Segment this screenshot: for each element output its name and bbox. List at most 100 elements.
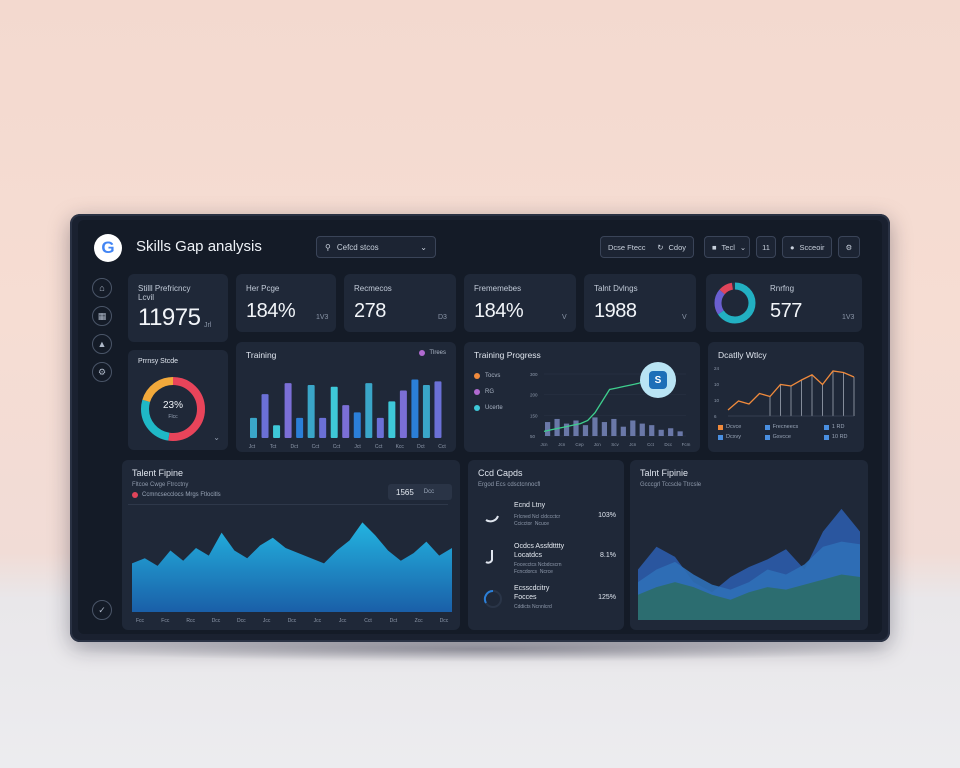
user-icon: ●	[790, 242, 795, 252]
y-tick-label: 50	[530, 434, 536, 439]
card-title: Ccd Capds	[478, 468, 523, 478]
date-filter-button[interactable]: Dcse Ftecc ↻ Cdoy	[600, 236, 694, 258]
kpi-value: 278	[354, 300, 386, 322]
gap-item[interactable]: Ecsscdcitry Focces Cddicts Ncnnlcrd 125%	[478, 584, 618, 620]
filter-button[interactable]: ■ Tecl ⌄	[704, 236, 750, 258]
badge-value: 1565	[396, 487, 414, 497]
training-bar	[365, 383, 373, 438]
x-tick-label: Cct	[647, 442, 654, 447]
gap-item[interactable]: Ocdcs Assfdtttty Locatdcs Focecctcs Ncbd…	[478, 542, 618, 580]
x-tick-label: Jcn	[558, 442, 566, 447]
gap-progress-icon	[485, 515, 499, 523]
progress-bar	[582, 425, 589, 436]
x-tick-label: Jcc	[314, 618, 322, 624]
quality-card[interactable]: Dcatlly Wtlcy 24 10 10 6 Dcvce Frecneecs 1 …	[708, 342, 864, 452]
training-bar	[376, 417, 384, 438]
quality-line-chart: 24 10 10 6	[714, 366, 855, 419]
talent-pipeline-card[interactable]: Talent Fipine Fltcoe Cwge Ftrcctny Ccmnc…	[122, 460, 460, 630]
x-tick-label: Kcc	[396, 444, 405, 450]
user-menu-label: Scceoir	[799, 242, 825, 252]
layers-icon[interactable]: ▲	[92, 334, 112, 354]
training-bar	[411, 379, 419, 438]
legend-dot	[474, 389, 480, 395]
home-icon[interactable]: ⌂	[92, 278, 112, 298]
x-tick-label: Cct	[312, 444, 320, 450]
kpi-value: 184%	[474, 300, 524, 322]
check-icon[interactable]: ✓	[92, 600, 112, 620]
card-title: Talnt Fipinie	[640, 468, 689, 478]
gap-value: 8.1%	[600, 552, 616, 559]
x-tick-label: Jcn	[540, 442, 548, 447]
training-bar	[399, 390, 407, 438]
search-dropdown[interactable]: ⚲ Cefcd stcos ⌄	[316, 236, 436, 258]
y-tick-label: 10	[714, 382, 720, 387]
kpi-value: 184%	[246, 300, 296, 322]
x-tick-label: Zcc	[415, 618, 424, 624]
skill-gaps-card[interactable]: Ccd Capds Ergod Ecs cdsctcnnocfl Ecnd Lt…	[468, 460, 624, 630]
card-title: Talent Fipine	[132, 468, 184, 478]
training-legend: Tlrees	[419, 350, 446, 356]
talent-area-card[interactable]: Talnt Fipinie Gcccgrl Tccscle Ttrcsle	[630, 460, 868, 630]
badge-icon: S	[649, 371, 667, 389]
training-bar	[261, 394, 269, 438]
gap-item[interactable]: Ecnd Ltny Frlcned Ncl cldccctcr Ccicctor…	[478, 502, 618, 538]
gap-desc: Cddicts Ncnnlcrd	[514, 604, 552, 610]
chevron-down-icon[interactable]: ⌄	[213, 433, 220, 442]
pipeline-badge[interactable]: 1565 Dcc	[388, 484, 452, 500]
legend-label: Tlrees	[429, 350, 446, 356]
kpi-unit: D3	[438, 314, 447, 321]
training-bar	[422, 384, 430, 438]
kpi-label: Recmecos	[354, 284, 392, 293]
kpi-card-page[interactable]: Her Pcge 184% 1V3	[236, 274, 336, 332]
legend-label: Ucerte	[485, 405, 503, 411]
legend-item: RG	[474, 384, 503, 400]
y-tick-label: 6	[714, 414, 717, 419]
kpi-card-recommendations[interactable]: Recmecos 278 D3	[344, 274, 456, 332]
skill-donut-card[interactable]: Prrnsy Stcde 23% Flcc ⌄	[128, 350, 228, 450]
progress-badge[interactable]: S	[640, 362, 676, 398]
progress-bar	[639, 423, 645, 436]
user-menu-button[interactable]: ● Scceoir	[782, 236, 832, 258]
donut-center-sub: Flcc	[168, 414, 178, 420]
training-card[interactable]: Training Tlrees Jct Tct Dct Cct Cct Jct Cct Kcc…	[236, 342, 456, 452]
app-logo[interactable]: G	[94, 234, 122, 262]
x-tick-label: Fcc	[136, 618, 145, 624]
kpi-card-proficiency[interactable]: Stilll Prefricncy Lcvil 11975 Jrl	[128, 274, 228, 342]
legend-item: 10 RD	[823, 434, 858, 440]
kpi-unit: V	[562, 314, 567, 321]
gap-progress-icon	[485, 550, 493, 564]
gap-value: 103%	[598, 512, 616, 519]
x-tick-label: Jct	[354, 444, 361, 450]
quality-line	[727, 370, 855, 411]
x-tick-label: Dct	[390, 618, 398, 624]
legend-swatch	[718, 434, 723, 440]
training-progress-card[interactable]: Training Progress Tocvs RG Ucerte 300 200…	[464, 342, 700, 452]
kpi-unit: 1V3	[316, 314, 329, 321]
training-bar	[296, 417, 304, 438]
chevron-down-icon: ⌄	[739, 242, 747, 252]
settings-icon[interactable]: ⚙	[92, 362, 112, 382]
x-tick-label: Scv	[611, 442, 619, 447]
kpi-card-talent[interactable]: Talnt Dvlngs 1988 V	[584, 274, 696, 332]
chart-icon[interactable]: ▦	[92, 306, 112, 326]
kpi-label: Her Pcge	[246, 284, 280, 293]
x-tick-label: Jcc	[263, 618, 271, 624]
x-tick-label: Dcc	[237, 618, 246, 624]
progress-bar	[563, 423, 570, 436]
kpi-card-frameworks[interactable]: Frememebes 184% V	[464, 274, 576, 332]
gear-icon: ⚙	[845, 242, 853, 252]
count-button[interactable]: 11	[756, 236, 776, 258]
date-filter-label: Dcse Ftecc	[608, 242, 646, 252]
pipeline-legend: Ccmncsecclocs Mrgs Ftlocitls	[132, 492, 221, 498]
legend-label: RG	[485, 389, 494, 395]
progress-legend: Tocvs RG Ucerte	[474, 368, 503, 416]
kpi-card-ranking[interactable]: Rnrfng 577 1V3	[706, 274, 862, 332]
kpi-label: Stilll Prefricncy Lcvil	[138, 284, 191, 302]
settings-button[interactable]: ⚙	[838, 236, 860, 258]
kpi-value: 577	[770, 300, 802, 322]
kpi-unit: 1V3	[842, 314, 855, 321]
legend-item: Ucerte	[474, 400, 503, 416]
legend-item: Frecneecs	[764, 424, 820, 430]
x-tick-label: Fcc	[161, 618, 170, 624]
card-title: Dcatlly Wtlcy	[718, 350, 767, 360]
